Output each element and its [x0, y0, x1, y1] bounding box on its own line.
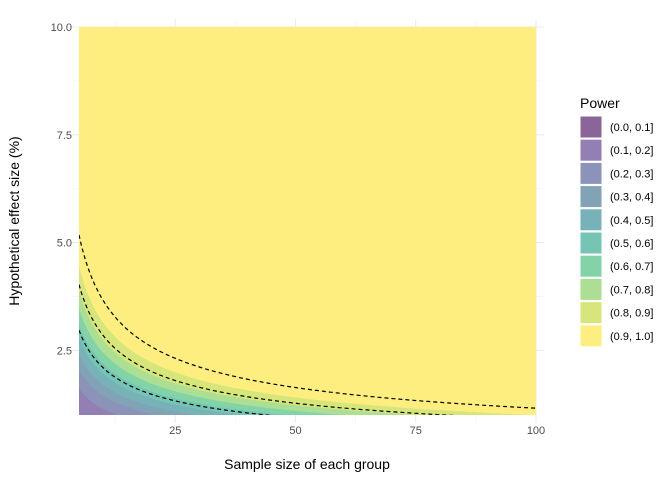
legend-label: (0.5, 0.6] — [610, 238, 653, 250]
power-band-10 — [79, 27, 536, 415]
legend-swatch — [579, 208, 603, 232]
legend-swatch — [579, 185, 603, 209]
y-axis-title: Hypothetical effect size (%) — [6, 136, 22, 305]
dashed-contour-2 — [79, 284, 456, 415]
legend-label: (0.3, 0.4] — [610, 192, 653, 204]
legend-swatch — [579, 161, 603, 185]
legend-swatch — [579, 254, 603, 278]
x-tick-label: 100 — [527, 425, 545, 437]
legend-swatch — [579, 324, 603, 348]
x-tick-label: 50 — [289, 425, 301, 437]
x-axis-ticks: 25 50 75 100 — [169, 425, 545, 437]
legend-label: (0.4, 0.5] — [610, 215, 653, 227]
legend-title: Power — [580, 95, 620, 111]
legend-swatch — [579, 301, 603, 325]
y-tick-label: 10.0 — [51, 22, 72, 34]
dashed-contour-lines — [79, 234, 536, 415]
legend-swatch — [579, 231, 603, 255]
legend-label: (0.9, 1.0] — [610, 331, 653, 343]
dashed-contour-3 — [79, 234, 536, 409]
x-axis-title: Sample size of each group — [224, 456, 390, 472]
x-tick-label: 25 — [169, 425, 181, 437]
legend-label: (0.7, 0.8] — [610, 284, 653, 296]
legend-label: (0.8, 0.9] — [610, 308, 653, 320]
legend-label: (0.6, 0.7] — [610, 261, 653, 273]
legend-swatch — [579, 277, 603, 301]
y-tick-label: 7.5 — [57, 130, 72, 142]
power-bands — [79, 27, 536, 415]
y-tick-label: 2.5 — [57, 345, 72, 357]
legend-label: (0.2, 0.3] — [610, 168, 653, 180]
legend-swatch — [579, 115, 603, 139]
y-axis-ticks: 2.5 5.0 7.5 10.0 — [51, 22, 72, 357]
legend-label: (0.0, 0.1] — [610, 122, 653, 134]
y-tick-label: 5.0 — [57, 238, 72, 250]
legend: Power (0.0, 0.1] (0.1, 0.2] (0.2, 0.3] (0.3… — [579, 95, 653, 348]
x-tick-label: 75 — [410, 425, 422, 437]
legend-swatch — [579, 138, 603, 162]
legend-label: (0.1, 0.2] — [610, 145, 653, 157]
